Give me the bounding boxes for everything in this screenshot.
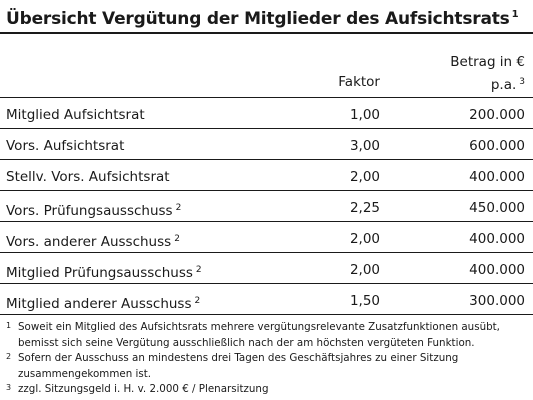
header-amount-line2: p.a. 3 [491,72,525,95]
footnote-2-text: Sofern der Ausschuss an mindestens drei … [18,352,459,380]
row-separator [0,128,533,129]
row-label: Vors. Aufsichtsrat [6,137,124,155]
title-rule [0,32,533,34]
row-label: Mitglied Prüfungsausschuss 2 [6,261,202,282]
header-amount-footnote-mark: 3 [519,77,525,87]
table-row: Mitglied Aufsichtsrat 1,00 200.000 [0,98,533,130]
row-factor: 1,50 [349,293,380,309]
table-title-text: Übersicht Vergütung der Mitglieder des A… [6,9,510,29]
table-title: Übersicht Vergütung der Mitglieder des A… [6,4,530,30]
table-row: Vors. Prüfungsausschuss 2 2,25 450.000 [0,191,533,223]
row-label: Mitglied anderer Ausschuss 2 [6,292,200,313]
row-footnote-mark: 2 [174,234,180,244]
row-factor: 1,00 [349,107,380,123]
row-label-text: Stellv. Vors. Aufsichtsrat [6,169,170,185]
row-footnote-mark: 2 [195,265,202,275]
row-label-text: Mitglied Aufsichtsrat [6,107,145,123]
footnote-2: 2 Sofern der Ausschuss an mindestens drei… [6,351,530,382]
footnote-3: 3 zzgl. Sitzungsgeld i. H. v. 2.000 € / P… [6,382,530,398]
row-separator [0,159,533,160]
row-label: Mitglied Aufsichtsrat [6,106,145,124]
row-label: Vors. Prüfungsausschuss 2 [6,199,181,220]
row-label-text: Vors. Prüfungsausschuss [6,203,173,219]
row-factor: 2,00 [349,262,380,278]
row-footnote-mark: 2 [175,203,182,213]
row-factor: 3,00 [349,138,380,154]
footnote-1: 1 Soweit ein Mitglied des Aufsichtsrats m… [6,320,530,351]
table-row: Vors. Aufsichtsrat 3,00 600.000 [0,129,533,161]
table-row: Mitglied anderer Ausschuss 2 1,50 300.000 [0,284,533,316]
row-label: Stellv. Vors. Aufsichtsrat [6,168,170,186]
row-factor: 2,25 [349,200,380,216]
row-amount: 400.000 [469,169,525,185]
footnotes: 1 Soweit ein Mitglied des Aufsichtsrats m… [6,320,530,398]
row-label-text: Mitglied Prüfungsausschuss [6,265,193,281]
row-factor: 2,00 [349,231,380,247]
table-bottom-rule [0,314,533,315]
footnote-3-text: zzgl. Sitzungsgeld i. H. v. 2.000 € / Pl… [18,383,269,395]
footnote-2-mark: 2 [6,352,12,361]
row-amount: 400.000 [469,262,525,278]
row-label: Vors. anderer Ausschuss 2 [6,230,180,251]
header-factor: Faktor [338,74,380,90]
row-separator [0,221,533,222]
footnote-1-mark: 1 [6,321,12,330]
row-amount: 450.000 [469,200,525,216]
row-footnote-mark: 2 [194,296,201,306]
header-amount-unit: p.a. [490,77,517,93]
row-separator [0,252,533,253]
row-separator [0,190,533,191]
row-label-text: Mitglied anderer Ausschuss [6,296,192,312]
footnote-1-text: Soweit ein Mitglied des Aufsichtsrats me… [18,321,500,349]
table-row: Vors. anderer Ausschuss 2 2,00 400.000 [0,222,533,254]
row-amount: 300.000 [469,293,525,309]
header-rule [0,97,533,98]
row-amount: 200.000 [469,107,525,123]
row-factor: 2,00 [349,169,380,185]
row-label-text: Vors. anderer Ausschuss [6,234,172,250]
row-amount: 600.000 [469,138,525,154]
row-separator [0,283,533,284]
footnote-3-mark: 3 [6,383,12,392]
title-footnote-mark: 1 [511,9,519,20]
row-amount: 400.000 [469,231,525,247]
table-row: Stellv. Vors. Aufsichtsrat 2,00 400.000 [0,160,533,192]
table-row: Mitglied Prüfungsausschuss 2 2,00 400.000 [0,253,533,285]
header-amount-line1: Betrag in € [450,54,525,70]
row-label-text: Vors. Aufsichtsrat [6,138,125,154]
